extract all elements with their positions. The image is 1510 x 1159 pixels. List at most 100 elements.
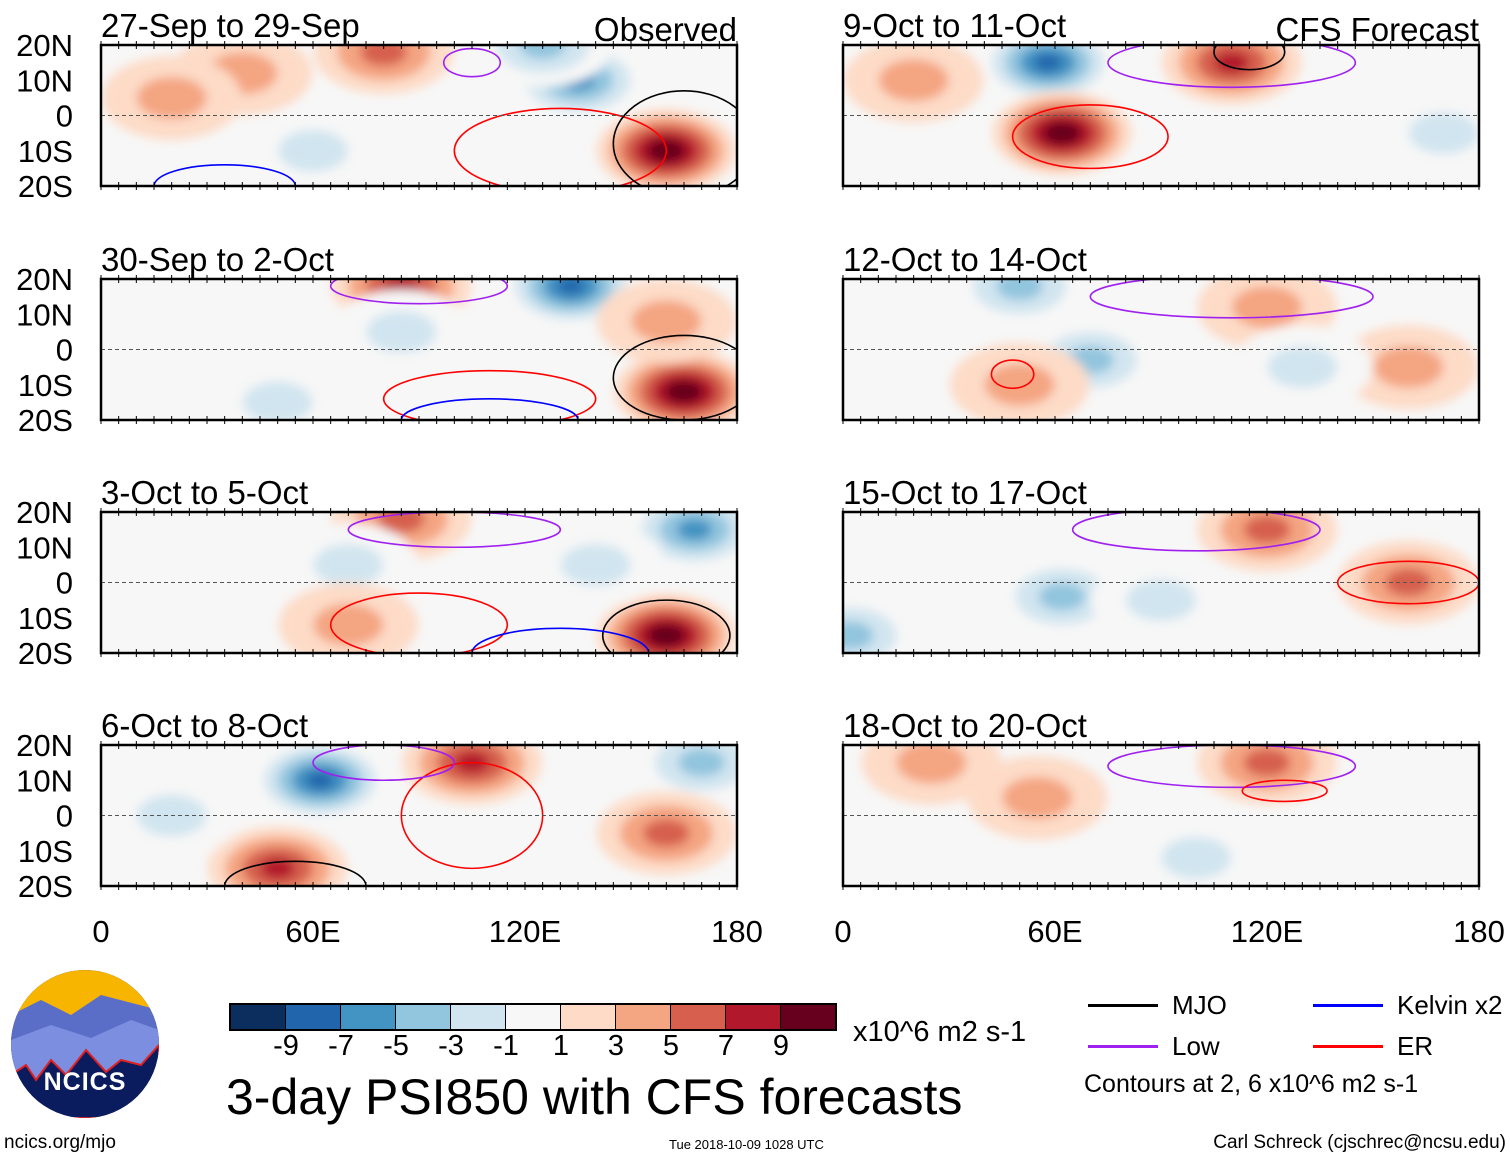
- colorbar-tick-label: 7: [717, 1030, 735, 1062]
- anomaly-contour-fill: [631, 300, 702, 343]
- x-tick-label: 120E: [489, 914, 561, 949]
- x-tick-label: 60E: [1027, 914, 1082, 949]
- y-tick-label: 20S: [18, 169, 73, 204]
- panel-title: 3-Oct to 5-Oct: [101, 474, 308, 511]
- mjo-contour: [601, 599, 731, 653]
- anomaly-contour-fill: [278, 129, 348, 172]
- colorbar-swatch: [506, 1005, 561, 1029]
- colorbar-swatch: [286, 1005, 341, 1029]
- url-link[interactable]: ncics.org/mjo: [4, 1132, 116, 1153]
- x-tick-label: 180: [1453, 914, 1505, 949]
- legend-label: Low: [1172, 1031, 1220, 1061]
- map-panel: 9-Oct to 11-Oct CFS Forecast: [841, 7, 1481, 190]
- legend-label: MJO: [1172, 990, 1227, 1020]
- low-contour: [329, 279, 509, 305]
- y-tick-label: 20S: [18, 403, 73, 438]
- legend-line-er: [1313, 1045, 1383, 1048]
- y-tick-label: 10N: [16, 63, 73, 98]
- x-tick-label: 120E: [1231, 914, 1303, 949]
- y-tick-label: 20S: [18, 869, 73, 904]
- er-contour: [1011, 104, 1169, 170]
- x-tick-label: 180: [711, 914, 763, 949]
- anomaly-contour-fill: [136, 76, 207, 119]
- er-contour: [1336, 560, 1479, 605]
- anomaly-contour-fill: [1033, 54, 1062, 72]
- kelvin-contour: [471, 627, 650, 653]
- logo-text: NCICS: [43, 1068, 127, 1096]
- y-tick-label: 0: [56, 799, 73, 834]
- anomaly-contour-fill: [677, 519, 713, 541]
- low-contour: [347, 512, 562, 549]
- panel-title: 6-Oct to 8-Oct: [101, 707, 308, 744]
- anomaly-contour-fill: [313, 543, 384, 586]
- er-contour: [453, 107, 668, 186]
- er-contour: [382, 369, 597, 420]
- colorbar-tick-label: 5: [662, 1030, 680, 1062]
- panel-label: Observed: [594, 11, 737, 48]
- x-tick-label: 0: [834, 914, 851, 949]
- anomaly-contour-fill: [360, 45, 407, 67]
- colorbar-tick-label: 1: [552, 1030, 570, 1062]
- anomaly-contour-fill: [378, 512, 425, 534]
- x-tick-label: 0: [92, 914, 109, 949]
- anomaly-contour-fill: [306, 771, 335, 789]
- legend-line-low: [1088, 1045, 1158, 1048]
- y-tick-label: 20S: [18, 636, 73, 671]
- y-tick-label: 10N: [16, 297, 73, 332]
- legend-line-kelvin: [1313, 1004, 1383, 1007]
- colorbar-tick-label: -9: [273, 1030, 299, 1062]
- anomaly-contour-fill: [1161, 836, 1232, 879]
- anomaly-contour-fill: [1243, 748, 1291, 777]
- colorbar-tick-label: 9: [772, 1030, 790, 1062]
- colorbar-swatch: [341, 1005, 396, 1029]
- anomaly-contour-fill: [1385, 568, 1432, 597]
- y-tick-label: 20N: [16, 495, 73, 530]
- y-tick-label: 20N: [16, 28, 73, 63]
- anomaly-contour-fill: [313, 603, 384, 646]
- contour-note: Contours at 2, 6 x10^6 m2 s-1: [1084, 1070, 1419, 1098]
- colorbar-swatch: [451, 1005, 506, 1029]
- anomaly-contour-fill: [643, 819, 690, 848]
- anomaly-contour-fill: [1042, 121, 1082, 145]
- map-panel: 18-Oct to 20-Oct 0 60E 120E 180: [834, 707, 1504, 949]
- anomaly-contour-fill: [1373, 346, 1444, 389]
- anomaly-contour-fill: [647, 623, 686, 647]
- y-tick-label: 10S: [18, 601, 73, 636]
- colorbar-swatch: [231, 1005, 286, 1029]
- panel-title: 18-Oct to 20-Oct: [843, 707, 1087, 744]
- colorbar-tick-label: -7: [328, 1030, 354, 1062]
- colorbar-swatch: [726, 1005, 781, 1029]
- er-contour: [990, 359, 1035, 390]
- legend-line-mjo: [1088, 1004, 1158, 1007]
- anomaly-contour-fill: [366, 310, 437, 353]
- panel-title: 12-Oct to 14-Oct: [843, 241, 1087, 278]
- y-tick-label: 20N: [16, 262, 73, 297]
- anomaly-contour-fill: [984, 363, 1055, 406]
- anomaly-contour-fill: [1408, 112, 1479, 155]
- anomaly-contour-fill: [560, 543, 631, 586]
- colorbar-tick-label: -1: [493, 1030, 519, 1062]
- author: Carl Schreck (cjschrec@ncsu.edu): [1213, 1132, 1506, 1153]
- panel-title: 9-Oct to 11-Oct: [843, 7, 1066, 44]
- mjo-contour: [612, 334, 737, 420]
- anomaly-contour-fill: [1243, 515, 1291, 544]
- map-panels: 27-Sep to 29-Sep Observed20N10N010S20S9-O…: [16, 7, 1505, 949]
- er-contour: [329, 592, 509, 653]
- anomaly-contour-fill: [1002, 776, 1073, 819]
- colorbar-tick-label: 3: [607, 1030, 625, 1062]
- colorbar-swatch: [561, 1005, 616, 1029]
- y-tick-label: 0: [56, 99, 73, 134]
- colorbar: [229, 1003, 837, 1031]
- colorbar-swatch: [396, 1005, 451, 1029]
- kelvin-contour: [153, 164, 297, 186]
- y-tick-label: 10N: [16, 530, 73, 565]
- low-contour: [1107, 745, 1357, 789]
- y-tick-label: 10S: [18, 368, 73, 403]
- anomaly-contour-fill: [242, 381, 313, 420]
- anomaly-contour-fill: [678, 748, 726, 777]
- ncics-logo: NCICS: [11, 970, 159, 1118]
- y-tick-label: 10N: [16, 763, 73, 798]
